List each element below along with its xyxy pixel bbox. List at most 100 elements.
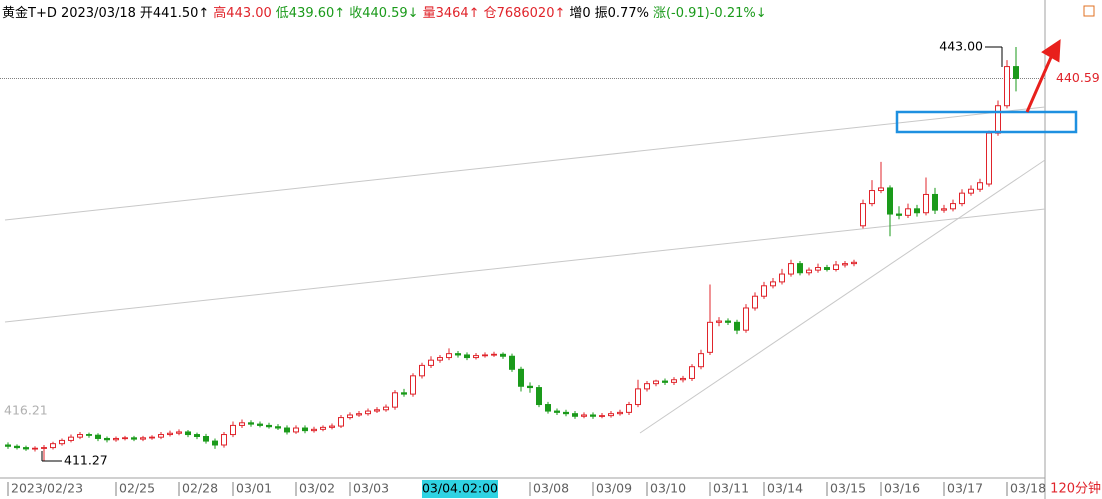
header-item: 仓7686020↑	[484, 6, 566, 21]
candle-body	[374, 409, 380, 412]
candle-body	[671, 379, 677, 383]
candle-body	[41, 447, 47, 449]
header-item: 开441.50↑	[140, 6, 209, 21]
candle-body	[104, 437, 110, 441]
candle-body	[770, 281, 776, 287]
x-tick-label: 02/25	[119, 481, 155, 496]
crosshair-label-bg	[422, 480, 498, 498]
trend-lines	[4, 106, 1046, 434]
candle-body	[824, 267, 830, 270]
x-tick-label: 03/02	[299, 481, 335, 496]
x-tick-label: 03/09	[596, 481, 632, 496]
min-label: 411.27	[64, 453, 108, 468]
candle-body	[968, 188, 974, 194]
candle-body	[689, 366, 695, 379]
trend-line	[4, 106, 1046, 221]
period-label[interactable]: 120分钟	[1050, 481, 1101, 497]
header-item: 量3464↑	[423, 6, 480, 21]
candle-body	[257, 423, 263, 426]
candle-body	[977, 182, 983, 190]
candle-body	[455, 353, 461, 356]
candle-body	[563, 411, 569, 415]
header-item: 振0.77%	[595, 6, 649, 21]
candle-body	[779, 273, 785, 283]
candle-body	[122, 437, 128, 440]
candle-body	[347, 414, 353, 419]
candle-body	[635, 388, 641, 406]
candle-body	[14, 445, 20, 449]
candle-body	[581, 414, 587, 417]
candle-body	[464, 354, 470, 359]
x-tick-label: 03/08	[533, 481, 569, 496]
candle-body	[437, 357, 443, 361]
window-button[interactable]	[1083, 5, 1095, 17]
candle-body	[590, 414, 596, 417]
candle-body	[59, 439, 65, 445]
candle-body	[527, 385, 533, 389]
candle-body	[230, 424, 236, 436]
candle-body	[788, 263, 794, 275]
x-tick-label: 03/11	[713, 481, 749, 496]
candle-body	[266, 424, 272, 428]
arrow	[1025, 39, 1061, 113]
candle-body	[545, 404, 551, 412]
candle-body	[320, 426, 326, 430]
candle-body	[914, 208, 920, 214]
candle-body	[203, 436, 209, 442]
candle-body	[509, 355, 515, 370]
trend-line	[639, 159, 1046, 434]
candle-body	[284, 427, 290, 433]
candle-body	[365, 410, 371, 415]
candle-body	[716, 320, 722, 323]
candle-body	[518, 368, 524, 387]
header-item: 增0	[569, 6, 590, 21]
candle-body	[500, 353, 506, 357]
candle-body	[338, 417, 344, 427]
candle-body	[86, 434, 92, 436]
candle-body	[815, 267, 821, 271]
candle-body	[482, 354, 488, 357]
candle-body	[113, 437, 119, 441]
candle-body	[23, 447, 29, 450]
candle-body	[554, 410, 560, 413]
candle-body	[734, 321, 740, 331]
x-tick-label: 03/14	[767, 481, 803, 496]
candle-body	[617, 411, 623, 415]
header-item: 收440.59↓	[349, 6, 418, 21]
candle-body	[959, 192, 965, 205]
candle-body	[986, 132, 992, 185]
candle-body	[752, 295, 758, 309]
candle-body	[896, 213, 902, 216]
candle-body	[536, 387, 542, 406]
candle-body	[302, 427, 308, 432]
candle-body	[869, 190, 875, 205]
left-label: 416.21	[4, 403, 48, 418]
candle-body	[194, 434, 200, 438]
candle-body	[167, 432, 173, 436]
candle-body	[842, 263, 848, 266]
candle-body	[446, 353, 452, 359]
x-tick-label: 03/04.02:00	[422, 481, 498, 496]
candle-body	[293, 427, 299, 433]
header-item: 黄金T+D 2023/03/18	[2, 5, 136, 21]
x-tick-label: 03/01	[236, 481, 272, 496]
plot: 2023/02/23 02/25 02/28 03/01 03/02 03/03 03/04…	[0, 39, 1100, 498]
candle-body	[185, 431, 191, 436]
candle-body	[239, 422, 245, 426]
candle-body	[275, 426, 281, 429]
x-tick-label: 2023/02/23	[11, 481, 83, 496]
trend-line	[4, 208, 1046, 323]
candle-body	[662, 380, 668, 383]
candle-body	[50, 443, 56, 449]
candle-body	[131, 437, 137, 440]
candle-body	[950, 203, 956, 210]
candle-body	[221, 434, 227, 446]
x-tick-label: 03/03	[353, 481, 389, 496]
last-price-label: 440.59	[1056, 70, 1100, 85]
candle-body	[212, 440, 218, 446]
x-tick-label: 03/18	[1010, 481, 1046, 496]
candle-body	[32, 447, 38, 450]
candle-body	[248, 422, 254, 425]
candle-body	[5, 444, 11, 447]
